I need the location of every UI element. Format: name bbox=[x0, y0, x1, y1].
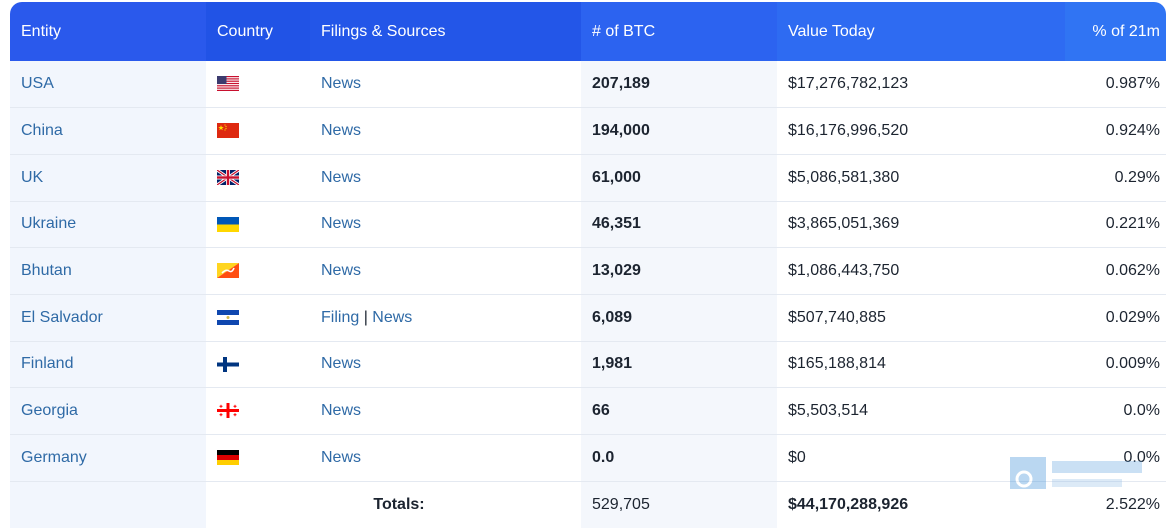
totals-btc: 529,705 bbox=[581, 481, 777, 528]
btc-cell: 61,000 bbox=[581, 154, 777, 202]
entity-cell[interactable]: UK bbox=[10, 154, 206, 202]
filing-separator: | bbox=[363, 308, 368, 326]
btc-cell: 6,089 bbox=[581, 294, 777, 342]
btc-cell: 0.0 bbox=[581, 434, 777, 482]
source-link-news[interactable]: News bbox=[321, 355, 362, 373]
country-cell bbox=[206, 294, 310, 342]
table-row: Georgia News 66 $5,503,514 0.0% bbox=[10, 387, 1166, 435]
btc-cell: 207,189 bbox=[581, 61, 777, 109]
country-cell bbox=[206, 247, 310, 295]
source-link-news[interactable]: News bbox=[321, 262, 362, 280]
source-link-news[interactable]: News bbox=[321, 75, 362, 93]
watermark-logo bbox=[1010, 455, 1150, 495]
filings-cell: News bbox=[310, 434, 581, 482]
entity-cell[interactable]: El Salvador bbox=[10, 294, 206, 342]
table-row: UK News 61,000 $5,086,581,380 0.29% bbox=[10, 154, 1166, 202]
georgia-flag-icon bbox=[217, 403, 239, 419]
entity-cell[interactable]: Bhutan bbox=[10, 247, 206, 295]
column-header-pct[interactable]: % of 21m bbox=[1065, 2, 1166, 61]
finland-flag-icon bbox=[217, 356, 239, 372]
table-row: Finland News 1,981 $165,188,814 0.009% bbox=[10, 341, 1166, 389]
source-link-news[interactable]: News bbox=[321, 122, 362, 140]
bhutan-flag-icon bbox=[217, 263, 239, 279]
country-cell bbox=[206, 387, 310, 435]
value-cell: $0 bbox=[777, 434, 1065, 482]
table-row: Ukraine News 46,351 $3,865,051,369 0.221% bbox=[10, 201, 1166, 249]
value-cell: $3,865,051,369 bbox=[777, 201, 1065, 249]
country-cell bbox=[206, 154, 310, 202]
filings-cell: News bbox=[310, 341, 581, 389]
source-link-news[interactable]: News bbox=[321, 448, 362, 466]
entity-cell[interactable]: China bbox=[10, 107, 206, 155]
btc-cell: 194,000 bbox=[581, 107, 777, 155]
china-flag-icon bbox=[217, 123, 239, 139]
btc-cell: 1,981 bbox=[581, 341, 777, 389]
btc-cell: 66 bbox=[581, 387, 777, 435]
totals-value: $44,170,288,926 bbox=[777, 481, 1065, 528]
pct-cell: 0.29% bbox=[1065, 154, 1166, 202]
ukraine-flag-icon bbox=[217, 216, 239, 232]
btc-cell: 13,029 bbox=[581, 247, 777, 295]
column-header-btc[interactable]: # of BTC bbox=[581, 2, 777, 61]
value-cell: $16,176,996,520 bbox=[777, 107, 1065, 155]
entity-cell[interactable]: Finland bbox=[10, 341, 206, 389]
entity-cell[interactable]: USA bbox=[10, 61, 206, 109]
entity-cell[interactable]: Georgia bbox=[10, 387, 206, 435]
value-cell: $1,086,443,750 bbox=[777, 247, 1065, 295]
country-cell bbox=[206, 341, 310, 389]
value-cell: $5,503,514 bbox=[777, 387, 1065, 435]
table-row: China News 194,000 $16,176,996,520 0.924% bbox=[10, 107, 1166, 155]
pct-cell: 0.0% bbox=[1065, 434, 1166, 482]
column-header-entity[interactable]: Entity bbox=[10, 2, 206, 61]
table-row: USA News 207,189 $17,276,782,123 0.987% bbox=[10, 61, 1166, 109]
country-cell bbox=[206, 201, 310, 249]
filings-cell: Filing | News bbox=[310, 294, 581, 342]
pct-cell: 0.924% bbox=[1065, 107, 1166, 155]
totals-empty-cell bbox=[10, 481, 206, 528]
totals-label: Totals: bbox=[373, 495, 425, 513]
column-header-value[interactable]: Value Today bbox=[777, 2, 1065, 61]
source-link-news[interactable]: News bbox=[321, 402, 362, 420]
pct-cell: 0.987% bbox=[1065, 61, 1166, 109]
value-cell: $17,276,782,123 bbox=[777, 61, 1065, 109]
value-cell: $507,740,885 bbox=[777, 294, 1065, 342]
uk-flag-icon bbox=[217, 169, 239, 185]
el-salvador-flag-icon bbox=[217, 310, 239, 326]
country-cell bbox=[206, 434, 310, 482]
pct-cell: 0.062% bbox=[1065, 247, 1166, 295]
holdings-table: Entity Country Filings & Sources # of BT… bbox=[10, 2, 1166, 528]
pct-cell: 0.009% bbox=[1065, 341, 1166, 389]
source-link-news[interactable]: News bbox=[372, 308, 413, 326]
filings-cell: News bbox=[310, 107, 581, 155]
btc-cell: 46,351 bbox=[581, 201, 777, 249]
pct-cell: 0.029% bbox=[1065, 294, 1166, 342]
filings-cell: News bbox=[310, 247, 581, 295]
country-cell bbox=[206, 61, 310, 109]
totals-row: Totals: 529,705 $44,170,288,926 2.522% bbox=[10, 481, 1166, 528]
value-cell: $165,188,814 bbox=[777, 341, 1065, 389]
country-cell bbox=[206, 107, 310, 155]
source-link-news[interactable]: News bbox=[321, 168, 362, 186]
entity-cell[interactable]: Germany bbox=[10, 434, 206, 482]
pct-cell: 0.221% bbox=[1065, 201, 1166, 249]
pct-cell: 0.0% bbox=[1065, 387, 1166, 435]
column-header-country[interactable]: Country bbox=[206, 2, 310, 61]
source-link-news[interactable]: News bbox=[321, 215, 362, 233]
filings-cell: News bbox=[310, 201, 581, 249]
germany-flag-icon bbox=[217, 450, 239, 466]
totals-pct: 2.522% bbox=[1065, 481, 1166, 528]
filings-cell: News bbox=[310, 61, 581, 109]
filings-cell: News bbox=[310, 387, 581, 435]
table-row: Germany News 0.0 $0 0.0% bbox=[10, 434, 1166, 482]
table-row: Bhutan News 13,029 $1,086,443,750 0.062% bbox=[10, 247, 1166, 295]
source-link-filing[interactable]: Filing bbox=[321, 308, 360, 326]
table-header-row: Entity Country Filings & Sources # of BT… bbox=[10, 2, 1166, 61]
column-header-filings[interactable]: Filings & Sources bbox=[310, 2, 581, 61]
us-flag-icon bbox=[217, 76, 239, 92]
value-cell: $5,086,581,380 bbox=[777, 154, 1065, 202]
filings-cell: News bbox=[310, 154, 581, 202]
entity-cell[interactable]: Ukraine bbox=[10, 201, 206, 249]
btc-holdings-table: Entity Country Filings & Sources # of BT… bbox=[10, 2, 1166, 528]
table-row: El Salvador Filing | News 6,089 $507,740,88… bbox=[10, 294, 1166, 342]
